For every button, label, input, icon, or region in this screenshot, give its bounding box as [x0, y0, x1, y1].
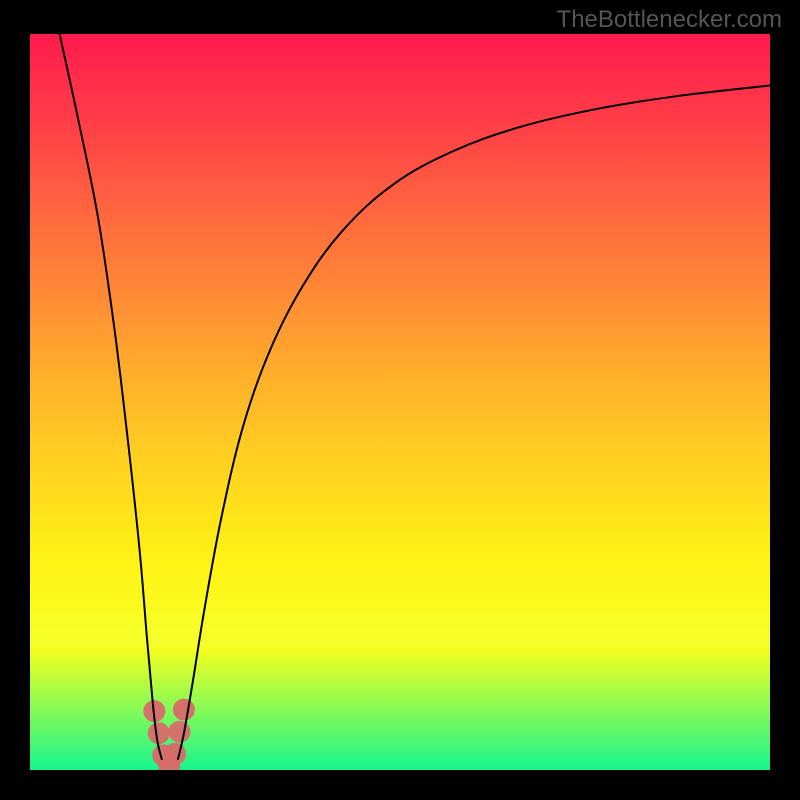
watermark-text: TheBottlenecker.com [557, 6, 782, 34]
chart-inner-area [30, 34, 770, 770]
bottleneck-curve [30, 34, 770, 770]
chart-stage: { "watermark": { "text": "TheBottlenecke… [0, 0, 800, 800]
